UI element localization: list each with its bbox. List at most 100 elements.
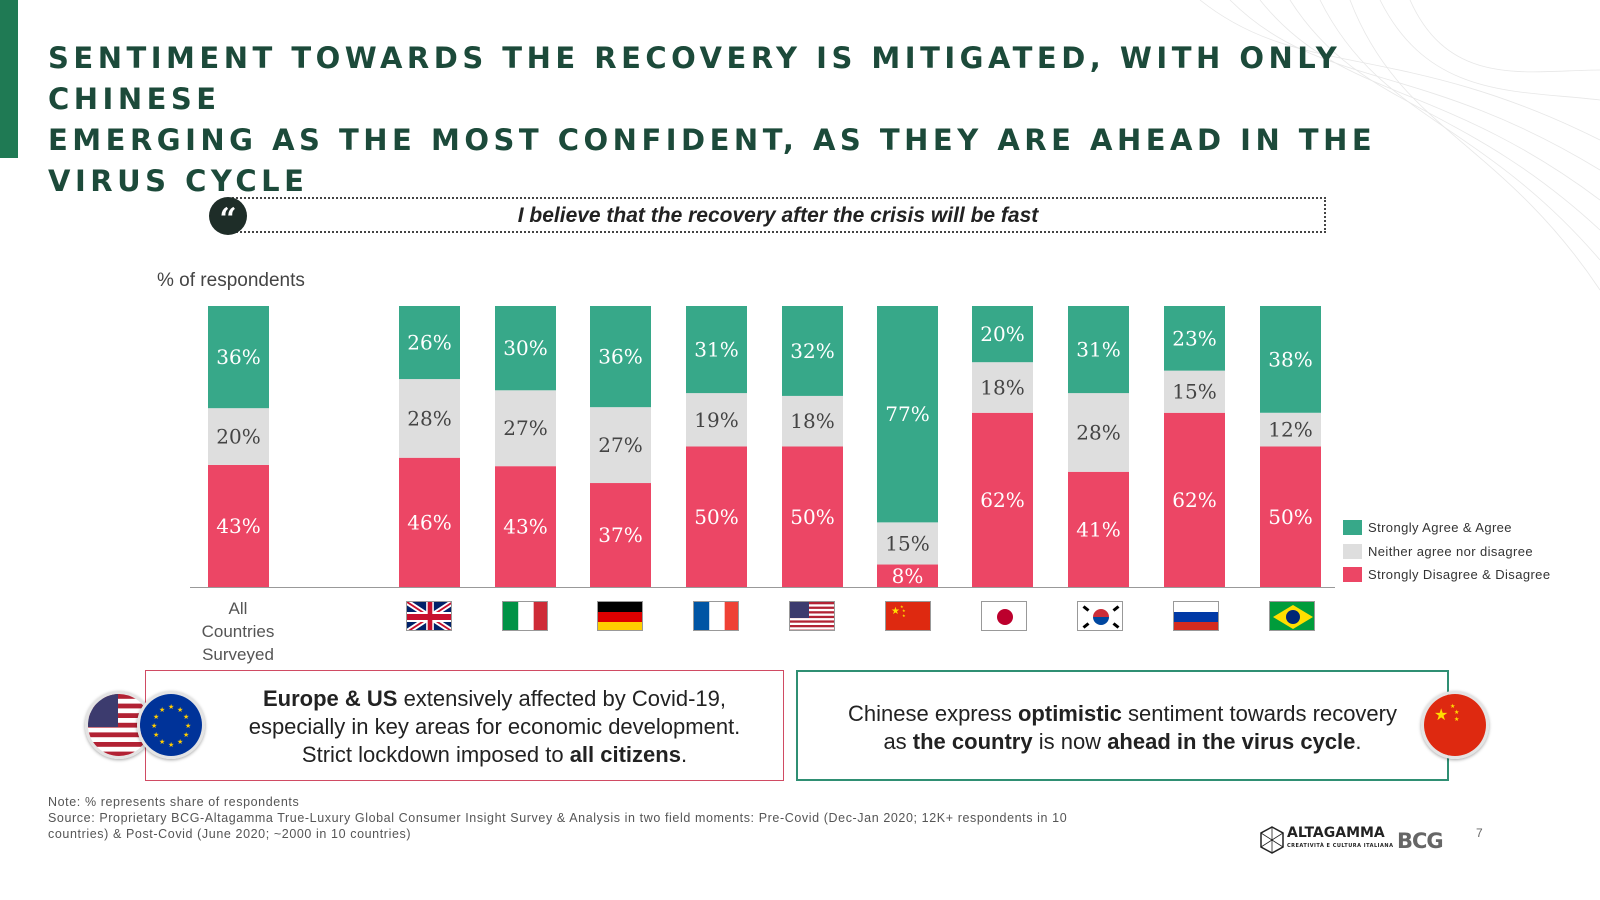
legend-item-neither: Neither agree nor disagree (1343, 540, 1550, 564)
data-label-agree-italy: 30% (503, 336, 547, 360)
data-label-neither-china: 15% (885, 531, 929, 555)
bar-disagree-russia (1164, 412, 1225, 587)
bar-disagree-china (877, 564, 938, 587)
callout-left-line-2: especially in key areas for economic dev… (248, 714, 741, 739)
svg-text:★: ★ (902, 613, 906, 618)
callout-right-line-2: as the country is now ahead in the virus… (798, 728, 1447, 756)
quote-box: I believe that the recovery after the cr… (232, 197, 1326, 233)
svg-text:★: ★ (1434, 707, 1448, 724)
page-title: SENTIMENT TOWARDS THE RECOVERY IS MITIGA… (48, 38, 1498, 202)
bar-neither-us (782, 395, 843, 447)
source-text-2: countries) & Post-Covid (June 2020; ~200… (48, 827, 412, 841)
svg-text:★: ★ (168, 741, 174, 749)
callout-right-bold-1: optimistic (1017, 701, 1122, 726)
france-flag-icon (693, 601, 739, 631)
callout-left-line-3: Strict lockdown imposed to all citizens. (206, 741, 783, 769)
data-label-agree-russia: 23% (1172, 326, 1216, 350)
bar-agree-all-countries-surveyed (208, 306, 269, 409)
callout-left-text-4: . (680, 742, 688, 767)
data-label-agree-germany: 36% (598, 345, 642, 369)
data-label-neither-russia: 15% (1172, 380, 1216, 404)
x-label-all-line-3: Surveyed (202, 645, 274, 664)
bar-agree-germany (590, 306, 651, 408)
legend-label-disagree: Strongly Disagree & Disagree (1368, 567, 1551, 583)
germany-flag-icon (597, 601, 643, 631)
callout-right-line-1: Chinese express optimistic sentiment tow… (798, 700, 1447, 728)
data-label-disagree-japan: 62% (980, 488, 1024, 512)
bar-disagree-germany (590, 483, 651, 587)
bar-agree-japan (972, 306, 1033, 363)
callout-right-text-2: sentiment towards recovery (1121, 701, 1397, 726)
data-label-disagree-china: 8% (892, 564, 924, 588)
footnote: Note: % represents share of respondents … (48, 794, 1067, 842)
callout-right-bold-3: ahead in the virus cycle (1107, 729, 1356, 754)
data-label-agree-south-korea: 31% (1076, 338, 1120, 362)
callout-left-line-1: Europe & US extensively affected by Covi… (206, 685, 783, 713)
svg-text:★: ★ (1450, 703, 1455, 710)
bar-agree-france (686, 306, 747, 394)
bar-neither-china (877, 522, 938, 565)
south-korea-flag-icon (1077, 601, 1123, 631)
altagamma-logo-text: ALTAGAMMA CREATIVITÀ E CULTURA ITALIANA (1287, 825, 1393, 853)
callout-right-text-3: as (883, 729, 913, 754)
callout-right-text-4: is now (1032, 729, 1108, 754)
svg-text:★: ★ (153, 731, 159, 739)
bar-neither-italy (495, 390, 556, 467)
data-label-disagree-germany: 37% (598, 523, 642, 547)
data-label-agree-us: 32% (790, 339, 834, 363)
data-label-disagree-south-korea: 41% (1076, 517, 1120, 541)
data-label-agree-all-countries-surveyed: 36% (216, 345, 260, 369)
data-label-disagree-us: 50% (790, 505, 834, 529)
quote-icon: “ (209, 197, 247, 237)
y-axis-label: % of respondents (157, 270, 305, 291)
eu-circle-flag-icon: ★ ★ ★ ★ ★ ★ ★ ★ ★ ★ ★ ★ (137, 691, 205, 759)
bar-disagree-italy (495, 466, 556, 587)
x-label-all-countries: All Countries Surveyed (188, 597, 288, 666)
data-label-agree-japan: 20% (980, 322, 1024, 346)
altagamma-logo-name: ALTAGAMMA (1287, 825, 1385, 841)
svg-text:★: ★ (185, 722, 191, 730)
legend-swatch-agree (1343, 520, 1362, 536)
data-label-neither-france: 19% (694, 408, 738, 432)
source-text-1: Source: Proprietary BCG-Altagamma True-L… (48, 811, 1068, 825)
china-flag-icon: ★ ★ ★ ★ (885, 601, 931, 631)
decorative-swirl (1199, 0, 1600, 291)
data-label-neither-germany: 27% (598, 433, 642, 457)
title-line-1: SENTIMENT TOWARDS THE RECOVERY IS MITIGA… (48, 41, 1342, 116)
legend-swatch-neither (1343, 543, 1362, 559)
data-label-disagree-uk: 46% (407, 510, 451, 534)
japan-flag-icon (981, 601, 1027, 631)
legend-label-agree: Strongly Agree & Agree (1368, 520, 1512, 536)
data-label-neither-us: 18% (790, 409, 834, 433)
svg-text:★: ★ (153, 713, 159, 721)
data-label-disagree-france: 50% (694, 505, 738, 529)
data-label-agree-france: 31% (694, 338, 738, 362)
china-circle-flag-icon: ★ ★ ★ ★ (1421, 691, 1489, 759)
data-label-neither-south-korea: 28% (1076, 420, 1120, 444)
bar-neither-uk (399, 379, 460, 458)
data-label-neither-japan: 18% (980, 375, 1024, 399)
callout-left-bold-1: Europe & US (262, 686, 398, 711)
bar-agree-brazil (1260, 306, 1321, 413)
x-label-all-line-1: All (228, 599, 248, 618)
page-number: 7 (1476, 826, 1483, 840)
bar-neither-france (686, 393, 747, 447)
chart-legend: Strongly Agree & Agree Neither agree nor… (1343, 516, 1550, 587)
legend-item-agree: Strongly Agree & Agree (1343, 516, 1550, 540)
svg-text:★: ★ (900, 604, 904, 609)
bar-disagree-south-korea (1068, 471, 1129, 587)
svg-text:★: ★ (168, 703, 174, 711)
italy-flag-icon (502, 601, 548, 631)
bar-neither-all-countries-surveyed (208, 408, 269, 465)
bcg-logo: BCG (1397, 829, 1444, 853)
svg-text:★: ★ (1454, 716, 1459, 723)
callout-right-bold-2: the country (912, 729, 1033, 754)
note-text: Note: % represents share of respondents (48, 795, 300, 809)
svg-text:★: ★ (183, 713, 189, 721)
callout-left-bold-2: all citizens (569, 742, 681, 767)
bar-neither-brazil (1260, 412, 1321, 447)
data-label-disagree-italy: 43% (503, 515, 547, 539)
svg-text:★: ★ (177, 738, 183, 746)
bar-disagree-all-countries-surveyed (208, 464, 269, 587)
